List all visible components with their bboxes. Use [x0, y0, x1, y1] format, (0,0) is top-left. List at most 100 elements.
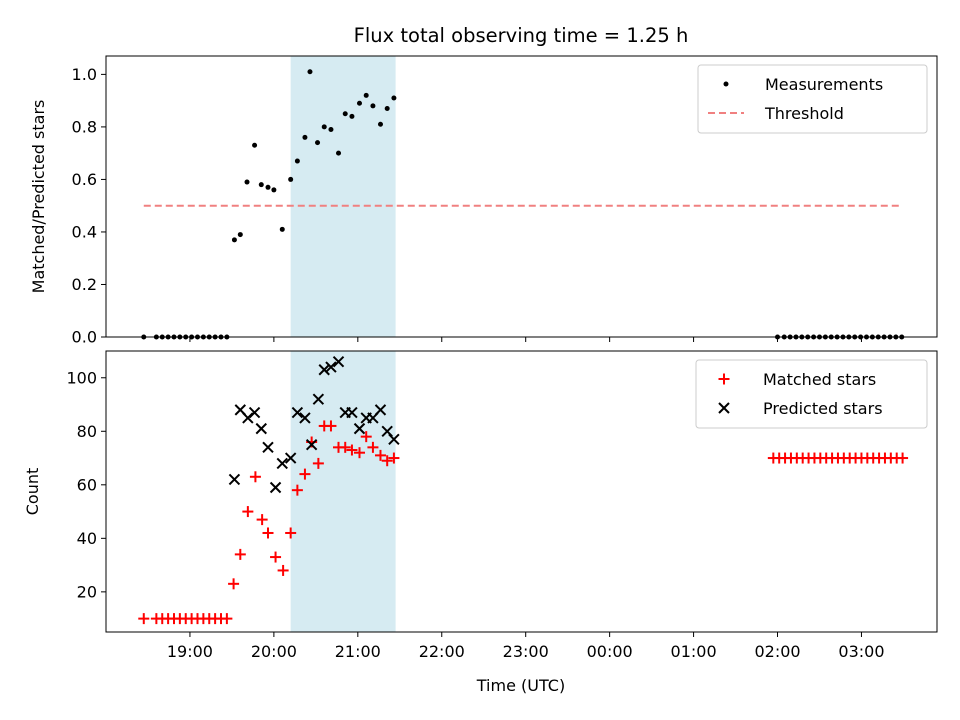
- matched-star-point: [388, 452, 400, 464]
- matched-star-point: [249, 471, 261, 483]
- matched-star-point: [381, 455, 393, 467]
- x-tick-label: 23:00: [503, 642, 549, 661]
- measurement-point: [363, 92, 369, 98]
- count-panel-ylabel: Count: [23, 468, 42, 516]
- y-tick-label: 60: [77, 475, 97, 494]
- measurement-point: [370, 103, 376, 109]
- predicted-star-point: [255, 422, 267, 435]
- measurement-point: [342, 111, 348, 117]
- x-tick-label: 20:00: [251, 642, 297, 661]
- measurement-point: [391, 95, 397, 101]
- matched-star-point: [339, 441, 351, 453]
- measurement-point: [231, 237, 237, 243]
- ratio-panel-window-layer: [290, 56, 396, 337]
- measurement-point: [307, 69, 313, 75]
- measurement-point: [336, 150, 342, 156]
- ratio-panel: 0.0 0.2 0.4 0.6 0.8 1.0 Matched/Predicted sta…: [29, 55, 938, 347]
- ratio-panel-xtick-layer: [189, 337, 862, 342]
- legend-label: Measurements: [765, 75, 883, 94]
- predicted-star-point: [346, 406, 358, 419]
- legend-swatch-plus: [718, 373, 730, 385]
- ratio-panel-ylabel: Matched/Predicted stars: [29, 100, 48, 294]
- x-axis-label: Time (UTC): [476, 676, 565, 695]
- predicted-star-point: [248, 406, 261, 419]
- matched-star-point: [367, 441, 379, 453]
- count-panel-observing-window: [290, 351, 396, 632]
- y-tick-label: 0.8: [72, 117, 97, 136]
- ratio-panel-frame: [105, 55, 938, 338]
- predicted-star-point: [318, 364, 330, 376]
- measurement-point: [279, 226, 285, 232]
- matched-star-point: [897, 452, 909, 464]
- matched-star-point: [228, 578, 240, 590]
- ratio-panel-observing-window: [290, 56, 396, 337]
- matched-star-point: [234, 548, 246, 560]
- y-tick-label: 0.0: [72, 328, 97, 347]
- matched-star-point: [285, 527, 297, 539]
- predicted-star-point: [299, 412, 311, 424]
- count-panel-frame: [105, 350, 938, 633]
- count-panel-xtick-layer: 19:00 20:00 21:00 22:00 23:00 00:00 01:00 02:00…: [167, 632, 885, 661]
- predicted-star-point: [325, 361, 337, 373]
- matched-star-point: [256, 514, 268, 526]
- measurement-point: [244, 179, 250, 185]
- y-tick-label: 20: [77, 582, 97, 601]
- y-tick-label: 0.4: [72, 222, 97, 241]
- legend-label: Predicted stars: [763, 399, 883, 418]
- y-tick-label: 0.2: [72, 275, 97, 294]
- x-tick-label: 03:00: [838, 642, 884, 661]
- matched-star-point: [138, 613, 150, 625]
- count-panel: 20 40 60 80 100 19:00 20:00 21:00 22:00 23:00 00:…: [23, 350, 938, 661]
- x-tick-label: 22:00: [419, 642, 465, 661]
- legend-frame: [695, 359, 928, 429]
- measurement-point: [328, 127, 334, 133]
- measurement-point: [271, 187, 277, 193]
- measurement-point: [294, 158, 300, 164]
- legend-frame: [697, 64, 928, 134]
- ratio-panel-ytick-layer: 0.0 0.2 0.4 0.6 0.8 1.0: [72, 65, 106, 347]
- matched-star-point: [242, 506, 254, 518]
- legend-label: Matched stars: [763, 370, 876, 389]
- count-panel-window-layer: [290, 351, 396, 632]
- predicted-star-point: [262, 441, 274, 454]
- y-tick-label: 100: [66, 368, 97, 387]
- measurement-point: [315, 140, 321, 146]
- chart-title: Flux total observing time = 1.25 h: [354, 24, 689, 47]
- measurement-point: [377, 121, 383, 127]
- matched-star-point: [299, 468, 311, 480]
- matched-star-point: [262, 527, 274, 539]
- predicted-star-point: [228, 473, 241, 486]
- measurement-point: [384, 106, 390, 112]
- predicted-star-point: [332, 355, 345, 368]
- measurement-point: [258, 182, 264, 188]
- predicted-star-point: [305, 438, 318, 451]
- predicted-star-point: [312, 393, 325, 405]
- measurement-point: [356, 100, 362, 106]
- x-tick-label: 01:00: [671, 642, 717, 661]
- legend-swatch-x: [718, 402, 730, 414]
- measurement-point: [349, 113, 355, 119]
- matched-star-point: [346, 444, 358, 456]
- measurement-point: [252, 142, 258, 148]
- measurement-point: [265, 184, 271, 190]
- predicted-star-point: [388, 433, 400, 446]
- x-tick-label: 19:00: [167, 642, 213, 661]
- matched-star-point: [353, 447, 365, 459]
- ratio-panel-legend: Measurements Threshold: [697, 64, 928, 134]
- matched-star-point: [312, 457, 324, 469]
- measurement-point: [237, 232, 243, 238]
- matched-star-point: [270, 551, 282, 563]
- matched-star-point: [277, 564, 289, 576]
- y-tick-label: 1.0: [72, 65, 97, 84]
- x-tick-label: 21:00: [335, 642, 381, 661]
- y-tick-label: 40: [77, 529, 97, 548]
- measurement-point: [321, 124, 327, 130]
- y-tick-label: 0.6: [72, 170, 97, 189]
- predicted-star-point: [284, 452, 297, 464]
- matched-star-point: [325, 420, 337, 432]
- x-tick-label: 02:00: [754, 642, 800, 661]
- measurement-point: [302, 134, 308, 140]
- matched-star-point: [221, 613, 233, 625]
- predicted-star-point: [269, 481, 282, 494]
